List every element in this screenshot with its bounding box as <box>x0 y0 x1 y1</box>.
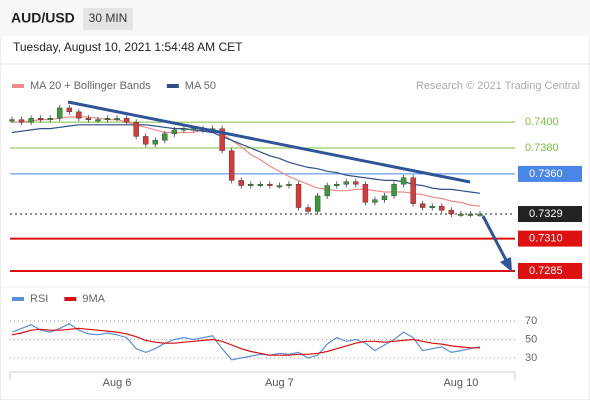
interval-box[interactable] <box>83 8 133 30</box>
candle <box>238 180 244 186</box>
candle <box>57 107 63 119</box>
level-label: 0.7380 <box>525 142 559 154</box>
level-box <box>518 206 582 223</box>
candle <box>353 181 359 185</box>
candle <box>381 195 388 200</box>
candle <box>228 150 235 181</box>
candle <box>171 129 178 135</box>
candle <box>37 118 44 120</box>
legend-label: 9MA <box>82 293 105 305</box>
candle <box>448 209 455 215</box>
legend-swatch <box>166 84 179 88</box>
candle <box>276 185 283 188</box>
candle <box>219 128 225 151</box>
level-label: 0.7329 <box>529 208 563 220</box>
candle <box>248 184 254 186</box>
trend-line <box>67 100 471 184</box>
interval[interactable]: 30 MIN <box>89 11 128 25</box>
candle <box>257 184 264 186</box>
candle <box>9 119 15 122</box>
level-label: 0.7285 <box>529 265 563 277</box>
candle <box>467 213 474 216</box>
level-box <box>518 230 582 247</box>
candle <box>28 118 34 123</box>
candle <box>477 213 483 216</box>
candle <box>286 184 292 186</box>
candle <box>162 133 168 141</box>
legend-swatch <box>12 84 24 88</box>
level-label: 0.7400 <box>525 116 559 128</box>
candle <box>47 118 53 120</box>
candle <box>343 181 349 185</box>
candle <box>190 128 197 131</box>
candle <box>372 199 378 203</box>
candle <box>391 184 397 197</box>
x-tick-label: Aug 7 <box>265 377 294 389</box>
candle <box>410 177 416 204</box>
candle <box>152 140 158 145</box>
legend-label: MA 20 + Bollinger Bands <box>30 80 151 92</box>
legend-label: MA 50 <box>185 80 216 92</box>
legend-swatch <box>64 297 77 301</box>
forecast-arrow <box>481 215 509 263</box>
legend-label: RSI <box>30 293 48 305</box>
arrow-head <box>500 257 512 272</box>
series-line <box>12 116 481 207</box>
candle <box>133 121 139 137</box>
series-line <box>11 323 481 361</box>
timestamp: Tuesday, August 10, 2021 1:54:48 AM CET <box>13 40 243 54</box>
candle <box>143 136 149 145</box>
candle <box>362 184 369 203</box>
y-tick-label: 50 <box>525 333 537 345</box>
candle <box>104 118 111 120</box>
level-label: 0.7360 <box>529 168 563 180</box>
candle <box>324 185 330 197</box>
candle <box>314 195 321 212</box>
level-box <box>518 262 582 279</box>
candle <box>95 119 101 122</box>
candle <box>458 213 464 216</box>
y-tick-label: 30 <box>525 352 537 364</box>
candle <box>114 118 120 120</box>
candle <box>85 118 92 120</box>
candle <box>295 184 302 208</box>
candle <box>76 111 82 119</box>
series-line <box>11 327 480 356</box>
candle <box>334 184 340 186</box>
candle <box>429 206 435 208</box>
y-tick-label: 70 <box>525 315 537 327</box>
x-tick-label: Aug 6 <box>103 377 132 389</box>
level-label: 0.7310 <box>529 233 563 245</box>
candle <box>181 128 187 131</box>
x-tick-label: Aug 10 <box>443 377 478 389</box>
candle <box>267 184 273 186</box>
symbol: AUD/USD <box>11 10 75 26</box>
candle <box>400 177 407 185</box>
credit: Research © 2021 Trading Central <box>416 80 580 92</box>
candle <box>18 119 25 123</box>
legend-swatch <box>12 297 24 301</box>
candle <box>66 107 73 113</box>
level-box <box>518 165 582 182</box>
candle <box>419 203 426 208</box>
candle <box>305 207 311 212</box>
candle <box>123 118 130 123</box>
candle <box>439 206 445 211</box>
